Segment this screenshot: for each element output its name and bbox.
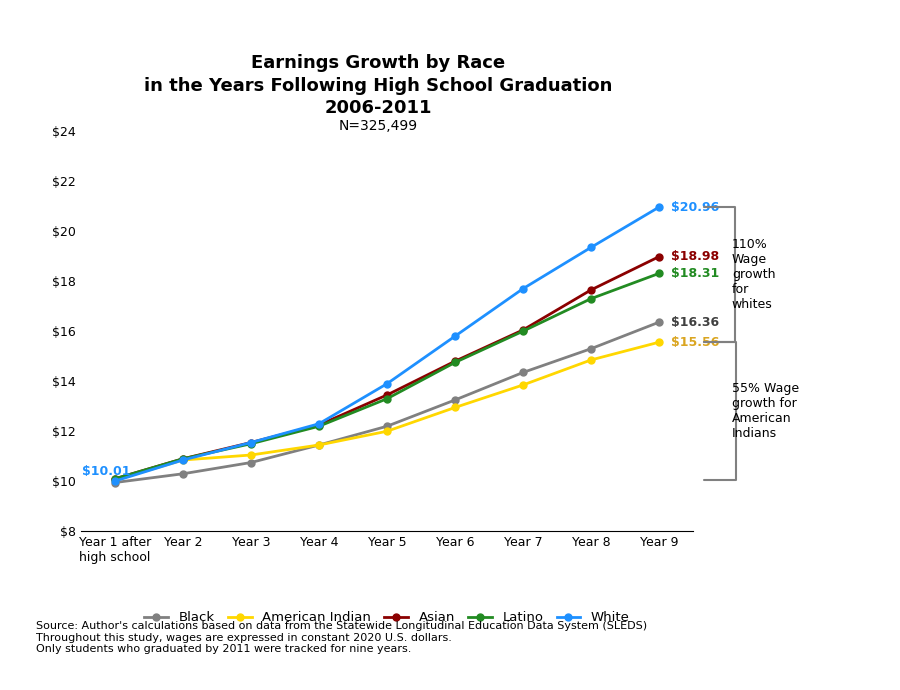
Text: Source: Author's calculations based on data from the Statewide Longitudinal Educ: Source: Author's calculations based on d…: [36, 621, 647, 654]
Text: $20.96: $20.96: [671, 201, 719, 214]
Text: in the Years Following High School Graduation: in the Years Following High School Gradu…: [144, 77, 612, 95]
Legend: Black, American Indian, Asian, Latino, White: Black, American Indian, Asian, Latino, W…: [139, 606, 635, 629]
Text: Earnings Growth by Race: Earnings Growth by Race: [251, 55, 505, 72]
Text: 55% Wage
growth for
American
Indians: 55% Wage growth for American Indians: [732, 382, 799, 440]
Text: $10.01: $10.01: [83, 465, 130, 478]
Text: $15.56: $15.56: [671, 336, 720, 348]
Text: N=325,499: N=325,499: [338, 119, 418, 133]
Text: 110%
Wage
growth
for
whites: 110% Wage growth for whites: [732, 238, 775, 311]
Text: $18.98: $18.98: [671, 250, 719, 263]
Text: 2006-2011: 2006-2011: [324, 99, 432, 117]
Text: $16.36: $16.36: [671, 316, 719, 328]
Text: $18.31: $18.31: [671, 267, 719, 280]
